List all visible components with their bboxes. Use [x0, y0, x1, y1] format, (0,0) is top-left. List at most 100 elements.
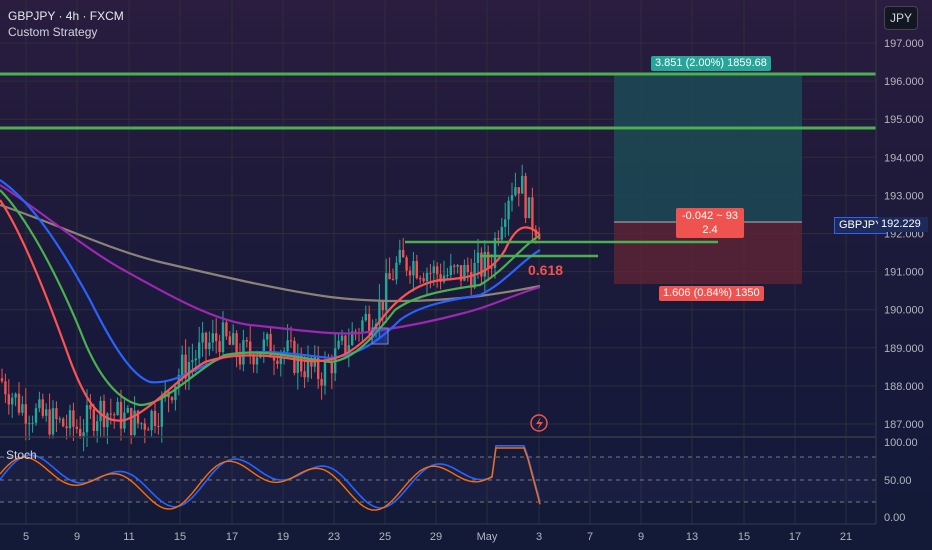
- time-tick-label: 7: [587, 531, 593, 543]
- candle-body: [531, 197, 534, 230]
- candle-body: [330, 361, 333, 374]
- candle-body: [527, 197, 531, 219]
- candle-body: [249, 341, 252, 355]
- candle-body: [402, 249, 405, 258]
- candle-body: [133, 410, 136, 435]
- candle-body: [344, 335, 347, 354]
- candle-body: [221, 322, 225, 353]
- candle-body: [395, 262, 398, 280]
- candle-body: [245, 340, 248, 342]
- ma-green: [0, 189, 541, 407]
- candle-body: [204, 332, 208, 350]
- candle-body: [228, 336, 231, 345]
- candle-body: [218, 341, 221, 353]
- time-tick-label: 19: [277, 531, 289, 543]
- time-tick-label: 15: [174, 531, 186, 543]
- entry-label[interactable]: -0.042 ~ 93 2.4: [676, 208, 744, 238]
- time-tick-label: 11: [123, 531, 134, 543]
- candle-body: [181, 354, 184, 376]
- candle-body: [157, 425, 160, 427]
- price-axis[interactable]: 197.000196.000195.000194.000193.000192.0…: [884, 38, 924, 431]
- candle-body: [412, 260, 415, 276]
- lightning-icon-glyph: [536, 417, 543, 430]
- candle-body: [38, 399, 41, 409]
- strategy-name: Custom Strategy: [8, 25, 98, 39]
- candle-body: [459, 265, 463, 281]
- candle-body: [191, 360, 194, 363]
- candle-body: [174, 386, 177, 401]
- price-tick-label: 193.000: [884, 190, 924, 202]
- stoch-label: Stoch: [6, 448, 37, 462]
- candle-body: [187, 362, 191, 379]
- candle-body: [303, 371, 306, 378]
- candle-body: [106, 413, 109, 428]
- time-tick-label: 29: [430, 531, 442, 543]
- candle-body: [17, 393, 21, 413]
- time-tick-label: 23: [328, 531, 340, 543]
- time-tick-label: 9: [74, 531, 80, 543]
- target-zone[interactable]: [614, 74, 802, 222]
- candle-body: [198, 342, 201, 359]
- candle-body: [439, 274, 442, 283]
- stop-label[interactable]: 1.606 (0.84%) 1350: [659, 286, 764, 301]
- candle-body: [62, 418, 65, 427]
- candle-body: [102, 400, 106, 428]
- candle-body: [89, 405, 92, 410]
- candle-body: [45, 409, 48, 416]
- candle-body: [255, 357, 259, 365]
- currency-button[interactable]: JPY: [884, 6, 918, 30]
- ma-red: [0, 199, 541, 422]
- candle-body: [170, 397, 174, 401]
- candle-body: [92, 409, 95, 431]
- candle-body: [470, 272, 473, 288]
- candle-body: [432, 266, 435, 274]
- chart-legend[interactable]: GBPJPY · 4h · FXCM Custom Strategy: [8, 8, 124, 40]
- candle-body: [320, 379, 323, 386]
- price-tick-label: 189.000: [884, 343, 924, 355]
- candle-body: [116, 401, 119, 416]
- candle-body: [266, 334, 269, 340]
- candle-body: [269, 334, 272, 358]
- candle-body: [436, 266, 439, 275]
- candle-body: [289, 340, 293, 342]
- ma-purple: [0, 184, 541, 335]
- time-axis[interactable]: 5 9 11 15 17 19 23 25 29 May 3 7 9 13 15 17 21: [23, 531, 852, 543]
- candle-body: [368, 313, 371, 334]
- candle-body: [351, 331, 354, 346]
- candle-body: [4, 381, 7, 395]
- price-tick-label: 197.000: [884, 38, 924, 50]
- box-marker[interactable]: [371, 327, 389, 345]
- candle-body: [150, 410, 153, 431]
- candle-body: [143, 423, 146, 430]
- candle-body: [184, 354, 187, 379]
- candle-body: [238, 355, 242, 365]
- candle-body: [453, 265, 456, 267]
- candle-body: [194, 358, 197, 361]
- candle-body: [41, 399, 44, 416]
- candle-body: [408, 270, 412, 276]
- candle-body: [28, 423, 31, 425]
- candle-body: [480, 252, 483, 277]
- candle-body: [51, 408, 55, 435]
- candle-body: [147, 429, 150, 431]
- candle-body: [82, 432, 85, 437]
- candle-body: [306, 357, 310, 378]
- candle-body: [429, 272, 432, 274]
- lightning-icon[interactable]: [530, 414, 548, 432]
- candle-body: [317, 355, 320, 380]
- candle-body: [538, 235, 541, 240]
- symbol-line: GBPJPY · 4h · FXCM: [8, 9, 124, 23]
- target-label[interactable]: 3.851 (2.00%) 1859.68: [651, 56, 771, 71]
- candle-body: [235, 333, 238, 356]
- stoch-axis[interactable]: 100.00 50.00 0.00: [884, 437, 918, 524]
- price-tick-label: 194.000: [884, 152, 924, 164]
- candle-body: [381, 300, 384, 311]
- candle-body: [524, 175, 527, 219]
- candle-body: [323, 360, 327, 386]
- candle-body: [514, 187, 517, 196]
- candle-body: [466, 264, 469, 273]
- entry-label-line2: 2.4: [702, 224, 718, 236]
- candle-body: [296, 353, 299, 373]
